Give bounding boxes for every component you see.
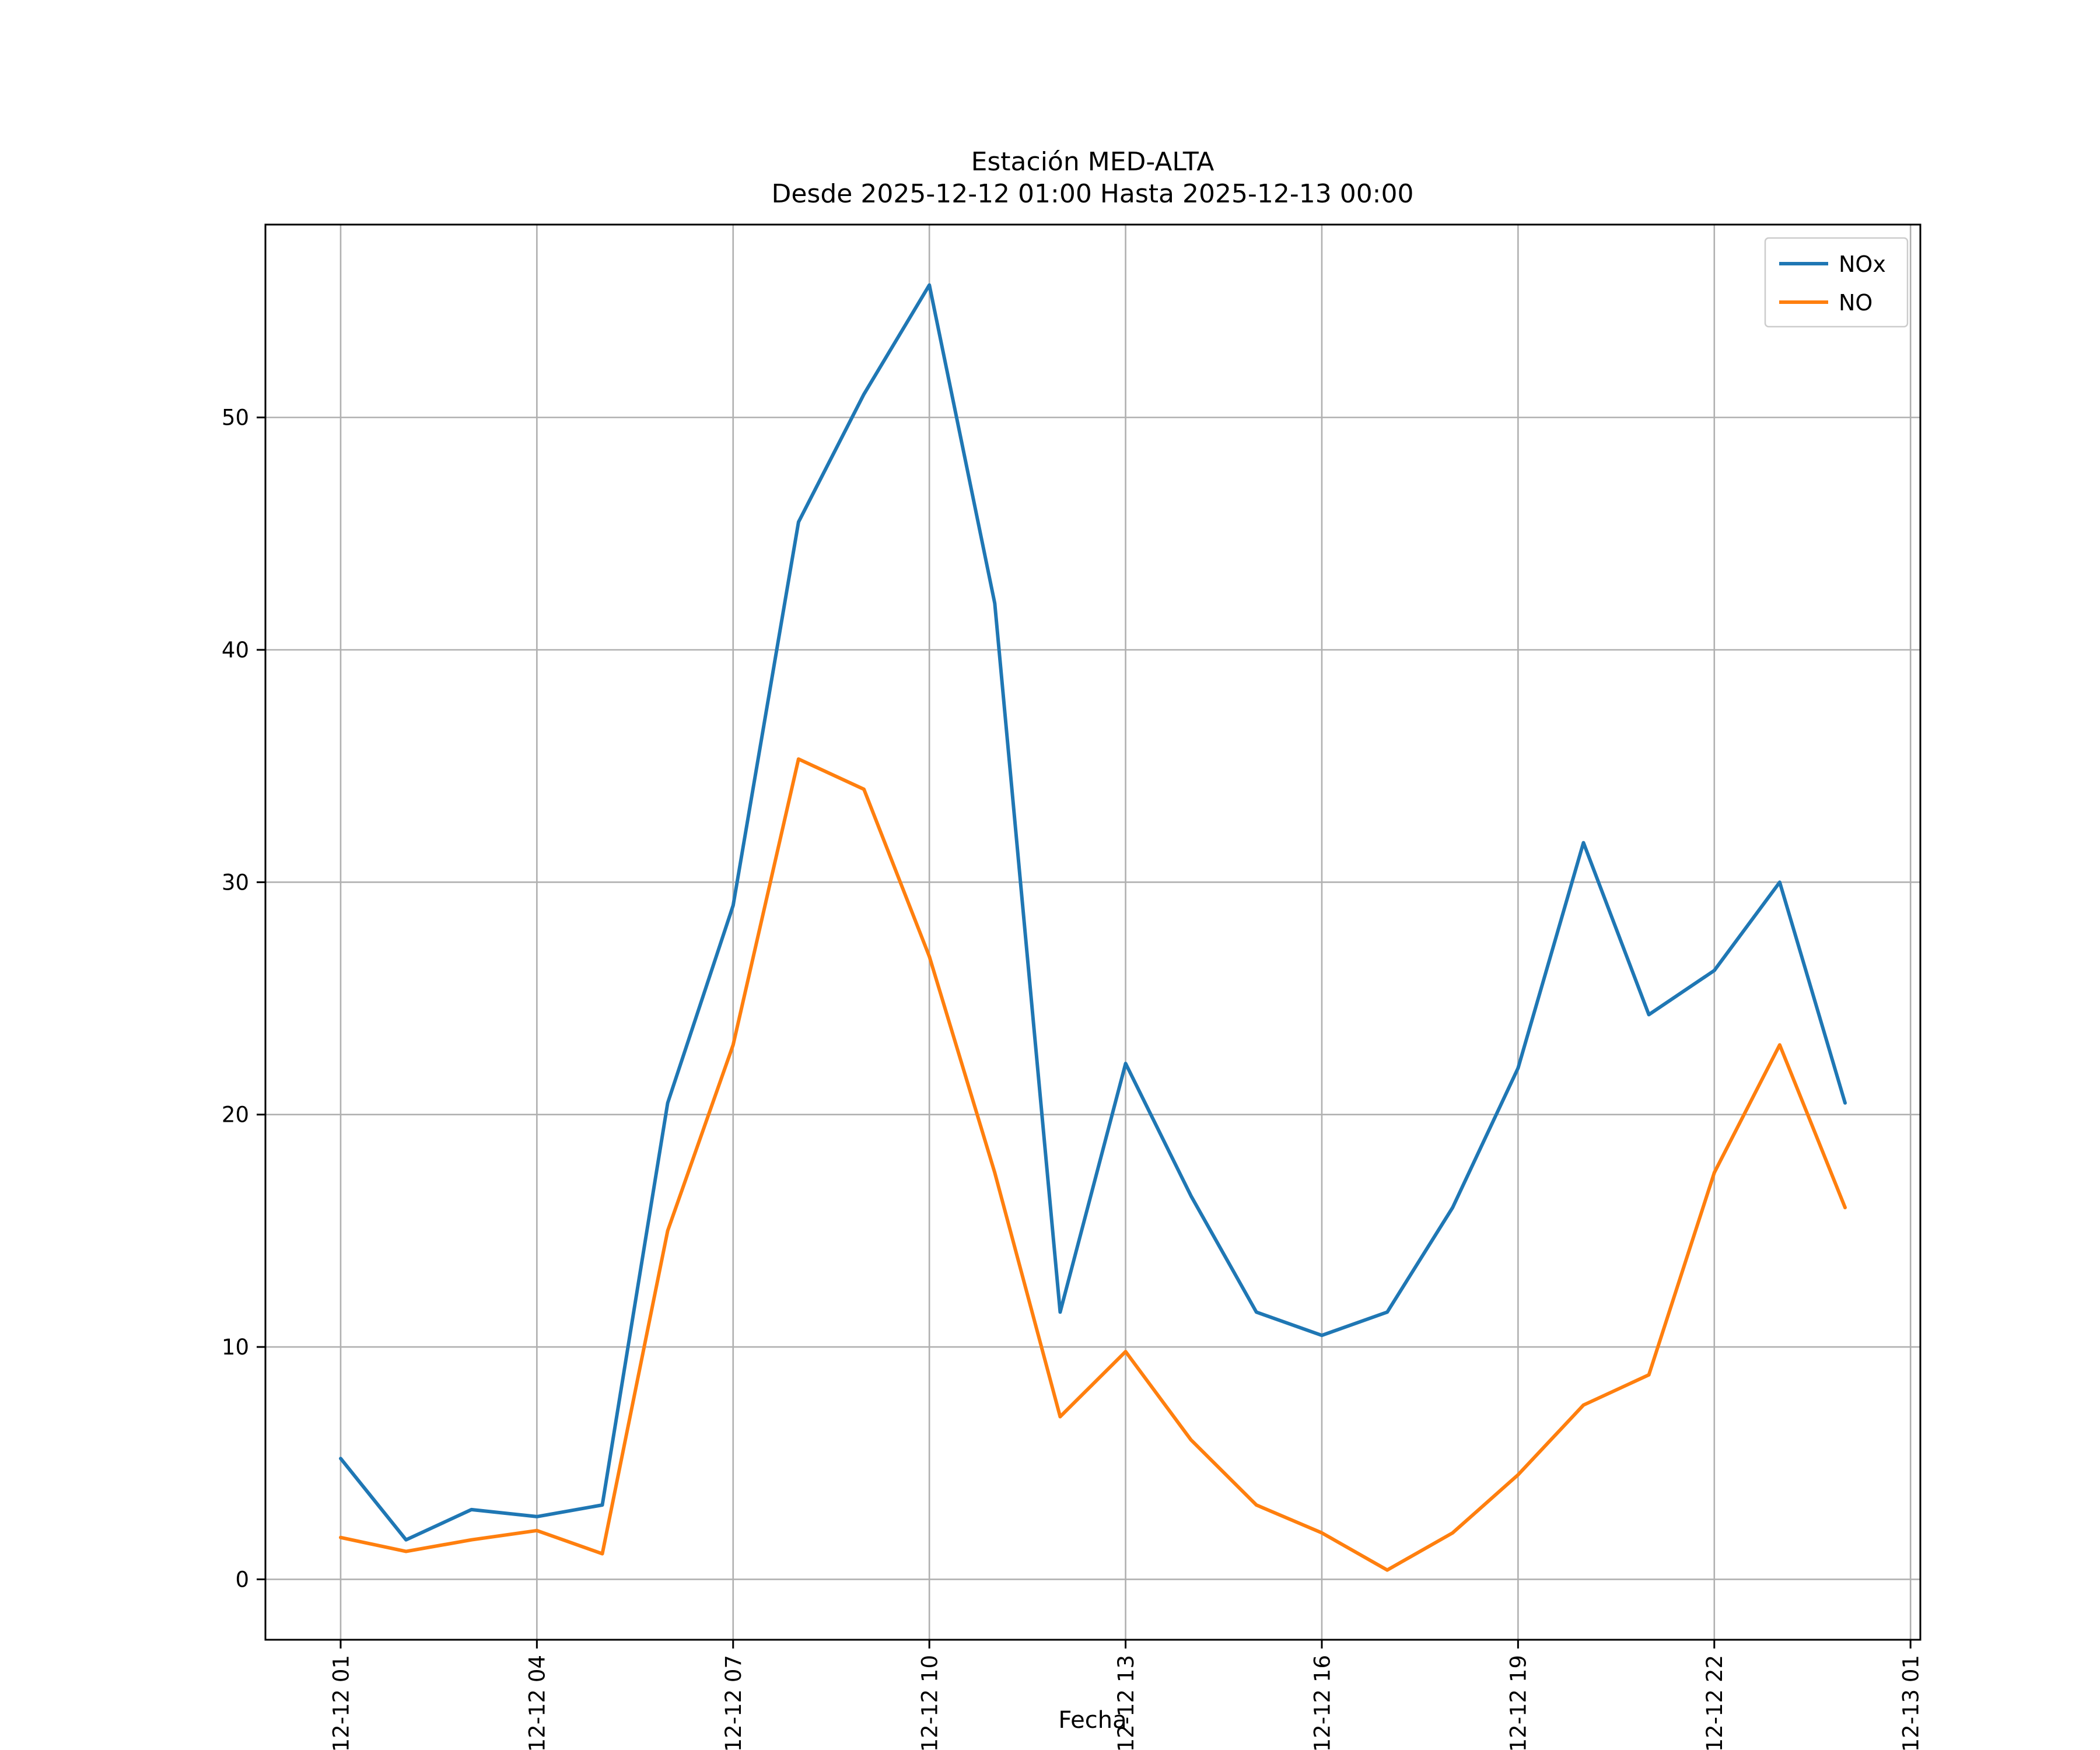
- x-tick-label: 12-12 19: [1506, 1655, 1531, 1750]
- x-tick-label: 12-12 01: [328, 1655, 354, 1750]
- legend-frame: [1764, 237, 1909, 328]
- y-tick-label: 50: [222, 405, 249, 430]
- legend: NOx NO: [1764, 237, 1909, 328]
- x-tick-label: 12-12 07: [721, 1655, 746, 1750]
- legend-label-no: NO: [1839, 290, 1873, 316]
- chart-title: Estación MED-ALTA: [971, 147, 1214, 177]
- x-tick-label: 12-12 10: [917, 1655, 942, 1750]
- x-tick-label: 12-12 16: [1310, 1655, 1335, 1750]
- x-tick-label: 12-12 22: [1702, 1655, 1727, 1750]
- y-tick-label: 20: [222, 1102, 249, 1128]
- axis-ticks: 12-12 01 12-12 04 12-12 07 12-12 10 12-12 13…: [222, 405, 1924, 1750]
- x-tick-label: 12-13 01: [1899, 1655, 1924, 1750]
- series-line-no: [339, 757, 1847, 1572]
- legend-label-nox: NOx: [1839, 251, 1886, 277]
- gridlines: [265, 225, 1920, 1640]
- x-tick-label: 12-12 13: [1114, 1655, 1139, 1750]
- axes-frame: [264, 223, 1922, 1641]
- x-tick-label: 12-12 04: [525, 1655, 550, 1750]
- y-tick-label: 0: [235, 1567, 249, 1592]
- data-series: [339, 283, 1847, 1572]
- x-axis-label: Fecha: [1058, 1707, 1126, 1734]
- y-tick-label: 10: [222, 1335, 249, 1360]
- y-tick-label: 40: [222, 638, 249, 663]
- y-tick-label: 30: [222, 870, 249, 895]
- series-line-nox: [339, 283, 1847, 1542]
- chart-subtitle: Desde 2025-12-12 01:00 Hasta 2025-12-13 …: [771, 179, 1413, 209]
